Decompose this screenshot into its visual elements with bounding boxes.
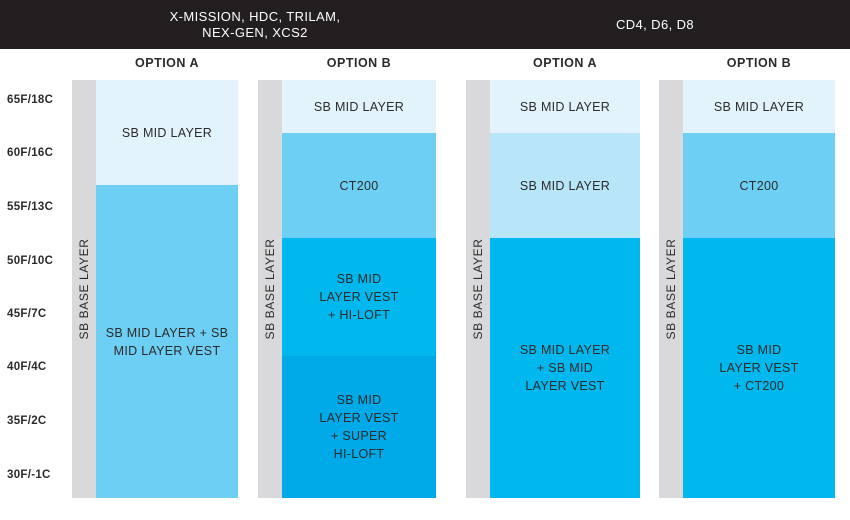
layer-segment: SB MID LAYER + SB MID LAYER VEST [490,238,640,498]
temperature-label: 35F/2C [7,415,47,427]
base-layer-label: SB BASE LAYER [471,238,485,340]
layer-segment: SB MID LAYER [490,133,640,238]
base-layer-strip: SB BASE LAYER [72,80,96,498]
temperature-label: 60F/16C [7,147,54,159]
base-layer-strip: SB BASE LAYER [258,80,282,498]
option-label: OPTION A [533,56,597,70]
option-label: OPTION B [326,56,392,70]
temperature-label: 30F/-1C [7,469,51,481]
temperature-label: 45F/7C [7,308,47,320]
option-label: OPTION A [135,56,199,70]
layer-segment: CT200 [282,133,436,238]
layer-segment: SB MID LAYER VEST + CT200 [683,238,835,498]
temperature-label: 40F/4C [7,361,47,373]
temperature-label: 65F/18C [7,94,54,106]
layer-segment: SB MID LAYER [683,80,835,133]
layer-segment: SB MID LAYER [490,80,640,133]
layer-segment: SB MID LAYER [282,80,436,133]
layer-segment: SB MID LAYER [96,80,238,185]
header-fabric-group-left: X-MISSION, HDC, TRILAM, NEX-GEN, XCS2 [169,8,341,40]
base-layer-label: SB BASE LAYER [664,238,678,340]
header-bar [0,0,850,49]
base-layer-label: SB BASE LAYER [263,238,277,340]
layer-segment: SB MID LAYER VEST + SUPER HI-LOFT [282,356,436,498]
base-layer-strip: SB BASE LAYER [466,80,490,498]
base-layer-label: SB BASE LAYER [77,238,91,340]
layer-segment: CT200 [683,133,835,238]
temperature-label: 55F/13C [7,201,54,213]
layer-segment: SB MID LAYER VEST + HI-LOFT [282,238,436,356]
layer-segment: SB MID LAYER + SB MID LAYER VEST [96,185,238,498]
base-layer-strip: SB BASE LAYER [659,80,683,498]
header-fabric-group-right: CD4, D6, D8 [615,16,695,32]
temperature-label: 50F/10C [7,255,54,267]
option-label: OPTION B [726,56,792,70]
